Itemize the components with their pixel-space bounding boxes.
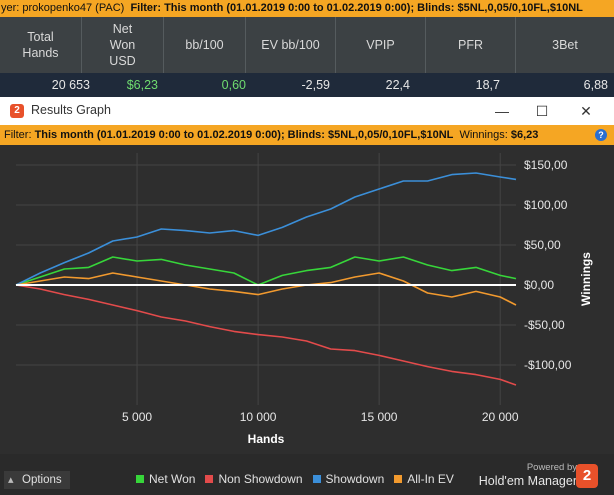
cell-bb100: 0,60 [221, 78, 246, 92]
series-line-all-in-ev [15, 272, 517, 306]
y-axis-label: Winnings [579, 252, 593, 306]
y-tick-label: -$50,00 [524, 318, 565, 332]
legend-item-showdown[interactable]: Showdown [312, 472, 385, 486]
plot-area [16, 153, 516, 405]
filter-label: Filter: [130, 2, 161, 14]
x-tick-label: 10 000 [240, 410, 277, 424]
cell-3bet: 6,88 [583, 78, 608, 92]
powered-by: Powered by Hold'em Manager [447, 462, 577, 488]
graph-bottom-bar: ▴ Options Net Won Non Showdown Showdown … [0, 454, 614, 495]
column-header-total-hands[interactable]: Total Hands [0, 17, 82, 73]
y-tick-label: $0,00 [524, 278, 554, 292]
hm2-logo-icon: 2 [576, 464, 598, 488]
help-icon[interactable]: ? [595, 129, 607, 141]
y-tick-label: $50,00 [524, 238, 561, 252]
legend-swatch [205, 475, 214, 483]
legend-label: Net Won [149, 472, 196, 486]
window-titlebar[interactable]: 2 Results Graph — ☐ ✕ [0, 97, 614, 125]
hm2-app-icon: 2 [10, 104, 24, 118]
stats-table-header: Total Hands Net Won USD bb/100 EV bb/100… [0, 17, 614, 73]
cell-pfr: 18,7 [475, 78, 500, 92]
options-button[interactable]: ▴ Options [4, 471, 70, 489]
y-tick-label: $150,00 [524, 158, 568, 172]
brand-name: Hold'em Manager [478, 474, 577, 488]
y-tick-label: -$100,00 [524, 358, 572, 372]
results-chart: $150,00 $100,00 $50,00 $0,00 -$50,00 -$100,00… [0, 145, 614, 455]
legend-item-net-won[interactable]: Net Won [136, 472, 195, 486]
legend-label: Non Showdown [218, 472, 303, 486]
options-label: Options [22, 474, 62, 486]
cell-vpip: 22,4 [385, 78, 410, 92]
table-row[interactable]: 20 653 $6,23 0,60 -2,59 22,4 18,7 6,88 [0, 73, 614, 97]
x-tick-label: 20 000 [482, 410, 519, 424]
legend-swatch [136, 475, 144, 483]
gear-icon: ▴ [8, 474, 14, 486]
x-axis-label: Hands [248, 432, 285, 446]
graph-filter-bar: Filter: This month (01.01.2019 0:00 to 0… [0, 125, 614, 145]
powered-by-label: Powered by [526, 462, 577, 473]
chart-legend: Net Won Non Showdown Showdown All-In EV [136, 472, 454, 486]
series-line-non-showdown [15, 284, 517, 386]
filter-text[interactable]: This month (01.01.2019 0:00 to 01.02.201… [164, 2, 583, 14]
winnings-label: Winnings: [459, 129, 508, 141]
y-tick-label: $100,00 [524, 198, 568, 212]
results-graph-window: 2 Results Graph — ☐ ✕ Filter: This month… [0, 97, 614, 495]
close-button[interactable]: ✕ [580, 103, 592, 119]
minimize-button[interactable]: — [495, 103, 509, 119]
legend-swatch [312, 475, 321, 483]
chart-svg: $150,00 $100,00 $50,00 $0,00 -$50,00 -$100,00… [15, 153, 593, 446]
series-line-showdown [15, 172, 517, 286]
column-header-net-won[interactable]: Net Won USD [82, 17, 164, 73]
cell-ev-bb100: -2,59 [301, 78, 331, 92]
legend-item-non-showdown[interactable]: Non Showdown [205, 472, 303, 486]
graph-filter-label: Filter: [4, 129, 32, 141]
x-tick-label: 15 000 [361, 410, 398, 424]
graph-filter-text[interactable]: This month (01.01.2019 0:00 to 01.02.201… [34, 129, 454, 141]
column-header-3bet[interactable]: 3Bet [552, 38, 578, 52]
cell-net-won: $6,23 [126, 78, 158, 92]
legend-label: Showdown [325, 472, 385, 486]
column-header-vpip[interactable]: VPIP [336, 17, 426, 73]
legend-item-all-in-ev[interactable]: All-In EV [394, 472, 454, 486]
column-header-bb100[interactable]: bb/100 [164, 17, 246, 73]
legend-swatch [394, 475, 403, 483]
player-label: yer: prokopenko47 (PAC) [1, 2, 125, 14]
main-filter-bar: yer: prokopenko47 (PAC) Filter: This mon… [0, 0, 614, 17]
x-tick-label: 5 000 [122, 410, 152, 424]
cell-total-hands: 20 653 [51, 78, 90, 92]
maximize-button[interactable]: ☐ [535, 103, 549, 119]
window-title: Results Graph [31, 103, 111, 117]
series-line-net-won [15, 256, 517, 286]
legend-label: All-In EV [407, 472, 454, 486]
winnings-value: $6,23 [510, 129, 539, 141]
column-header-pfr[interactable]: PFR [426, 17, 516, 73]
column-header-ev-bb100[interactable]: EV bb/100 [246, 17, 336, 73]
